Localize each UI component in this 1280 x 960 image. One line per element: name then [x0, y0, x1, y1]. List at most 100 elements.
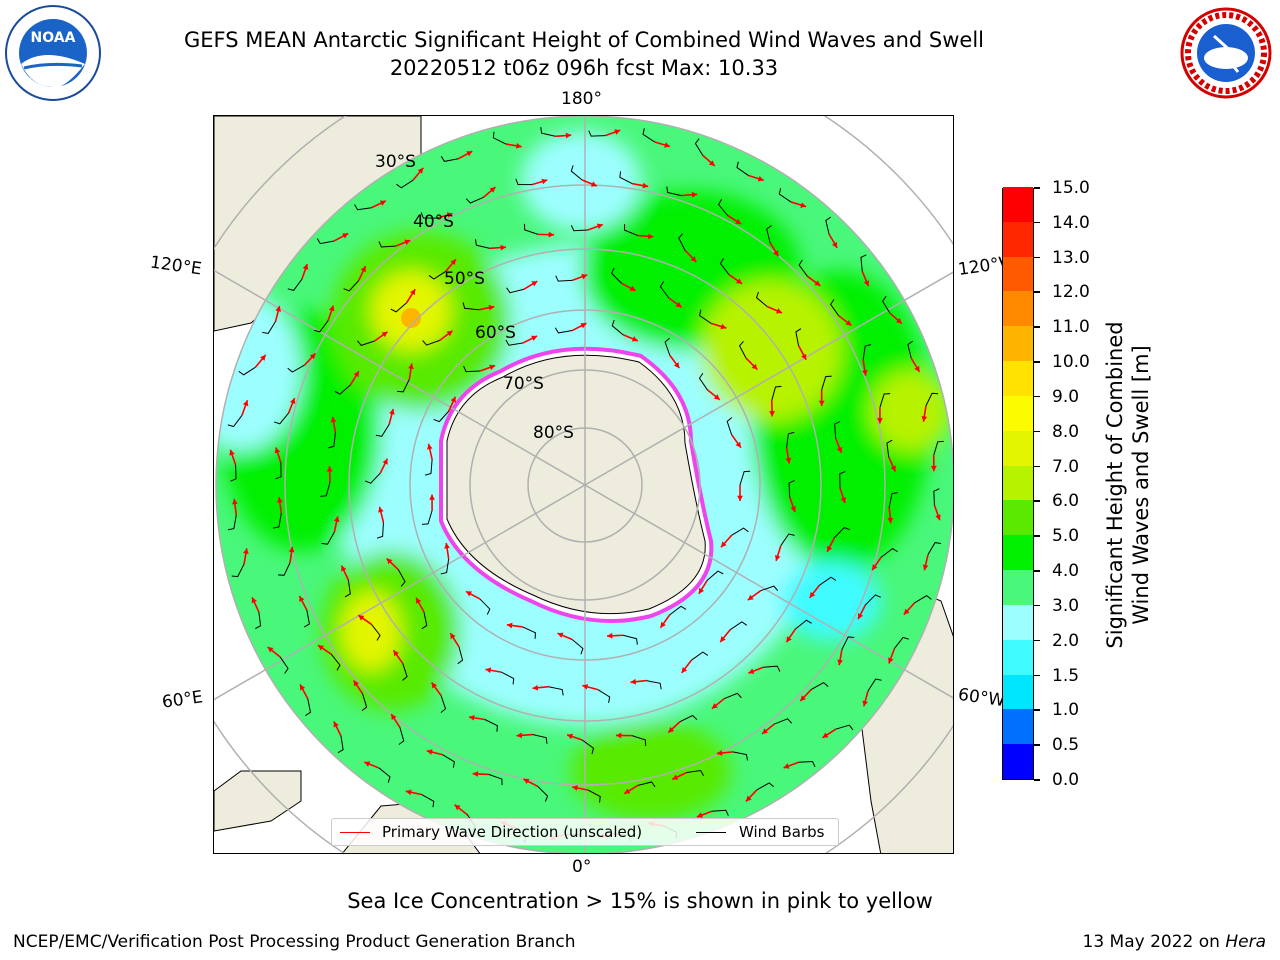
wave-arrowhead [391, 714, 397, 720]
wind-barb [766, 225, 772, 243]
colorbar-tick-label: 6.0 [1052, 491, 1080, 512]
colorbar-segment [1003, 674, 1033, 710]
wave-arrowhead [364, 761, 371, 767]
wind-barb [659, 281, 670, 299]
colorbar-tick [1034, 744, 1040, 746]
colorbar-segment [1003, 326, 1033, 362]
wave-arrowhead [243, 548, 249, 555]
wind-barb [397, 569, 406, 587]
legend-barb-label: Wind Barbs [739, 823, 825, 841]
wind-barb [729, 621, 748, 631]
wave-arrowhead [773, 250, 779, 257]
wind-barb [755, 291, 768, 308]
wave-arrowhead [342, 233, 349, 239]
wind-barb [364, 472, 381, 484]
wave-arrowhead [389, 408, 395, 415]
wind-barb [357, 340, 375, 346]
wind-barb [624, 224, 638, 236]
wind-barb [501, 671, 515, 685]
wind-barb [860, 254, 867, 272]
wave-arrowhead [516, 142, 522, 149]
colorbar-segment [1003, 256, 1033, 292]
wave-arrowhead [840, 497, 847, 503]
lon-label-0: 0° [572, 857, 592, 877]
wind-barb [422, 510, 433, 525]
wave-arrowhead [861, 370, 868, 376]
wave-arrowhead [531, 335, 538, 341]
wind-barb [835, 724, 854, 731]
wave-arrowhead [713, 394, 720, 400]
wind-barb [305, 698, 312, 716]
wave-arrowhead [895, 317, 902, 324]
colorbar-segment [1003, 500, 1033, 536]
wave-arrowhead [466, 151, 473, 157]
map-legend: Primary Wave Direction (unscaled) Wind B… [331, 818, 839, 846]
wind-barb [830, 299, 840, 317]
wave-arrowhead [845, 320, 852, 326]
colorbar-tick [1034, 674, 1040, 677]
colorbar-tick-label: 11.0 [1052, 317, 1090, 338]
wave-arrowhead [548, 231, 554, 238]
wave-arrowhead [809, 591, 816, 598]
legend-barb-swatch [696, 832, 726, 833]
wind-barb [841, 636, 855, 650]
wind-barb [611, 267, 622, 284]
wave-arrowhead [769, 411, 775, 417]
wave-arrowhead [353, 680, 359, 687]
wind-barb [597, 689, 611, 703]
wave-arrowhead [488, 304, 495, 311]
wind-barb [506, 287, 524, 294]
colorbar-tick [1034, 361, 1040, 363]
wind-barb [862, 344, 872, 360]
wind-barb [375, 424, 390, 437]
colorbar-tick [1034, 709, 1040, 711]
map-svg [214, 116, 953, 853]
wind-barb [631, 735, 647, 746]
wind-barb [691, 651, 709, 661]
wave-arrowhead [469, 714, 475, 721]
wind-barb [321, 531, 335, 545]
wave-arrowhead [708, 160, 715, 166]
colorbar-tick-label: 10.0 [1052, 352, 1090, 373]
colorbar-segment [1003, 186, 1033, 222]
wave-arrowhead [341, 565, 347, 572]
colorbar-tick [1034, 570, 1040, 572]
wind-barb [230, 464, 237, 482]
wave-arrowhead [814, 280, 821, 286]
wave-arrowhead [489, 187, 496, 193]
colorbar-segment [1003, 744, 1033, 779]
colorbar-tick-label: 15.0 [1052, 178, 1090, 198]
lat-label-80s: 80°S [533, 423, 574, 443]
wave-arrowhead [698, 587, 705, 594]
wave-arrowhead [837, 659, 843, 666]
antarctica-land [446, 354, 706, 615]
wave-arrowhead [360, 266, 366, 273]
wave-arrowhead [450, 396, 456, 403]
wave-arrowhead [903, 608, 910, 615]
wind-barb [433, 410, 450, 423]
wind-barb [865, 594, 881, 606]
wave-arrowhead [485, 667, 492, 674]
wave-arrowhead [404, 239, 411, 245]
wind-barb [927, 542, 942, 555]
wind-barb [484, 719, 498, 732]
colorbar-tick [1034, 639, 1040, 642]
wind-barb [540, 127, 556, 137]
wind-barb [821, 375, 832, 391]
wind-barb [763, 665, 781, 672]
wave-arrowhead [378, 506, 384, 513]
legend-wave-swatch [340, 832, 370, 833]
wind-barb [732, 751, 748, 761]
wave-arrowhead [607, 632, 613, 639]
colorbar-segment [1003, 395, 1033, 431]
wind-barb [440, 695, 447, 713]
wave-arrowhead [822, 732, 829, 738]
wind-barb [780, 533, 795, 546]
wind-barb [587, 789, 601, 803]
wind-barb [462, 302, 479, 311]
wind-barb [330, 653, 341, 671]
wind-barb [273, 412, 290, 425]
wind-barb [718, 199, 729, 216]
wind-barb [397, 379, 410, 393]
wave-arrowhead [827, 545, 833, 552]
